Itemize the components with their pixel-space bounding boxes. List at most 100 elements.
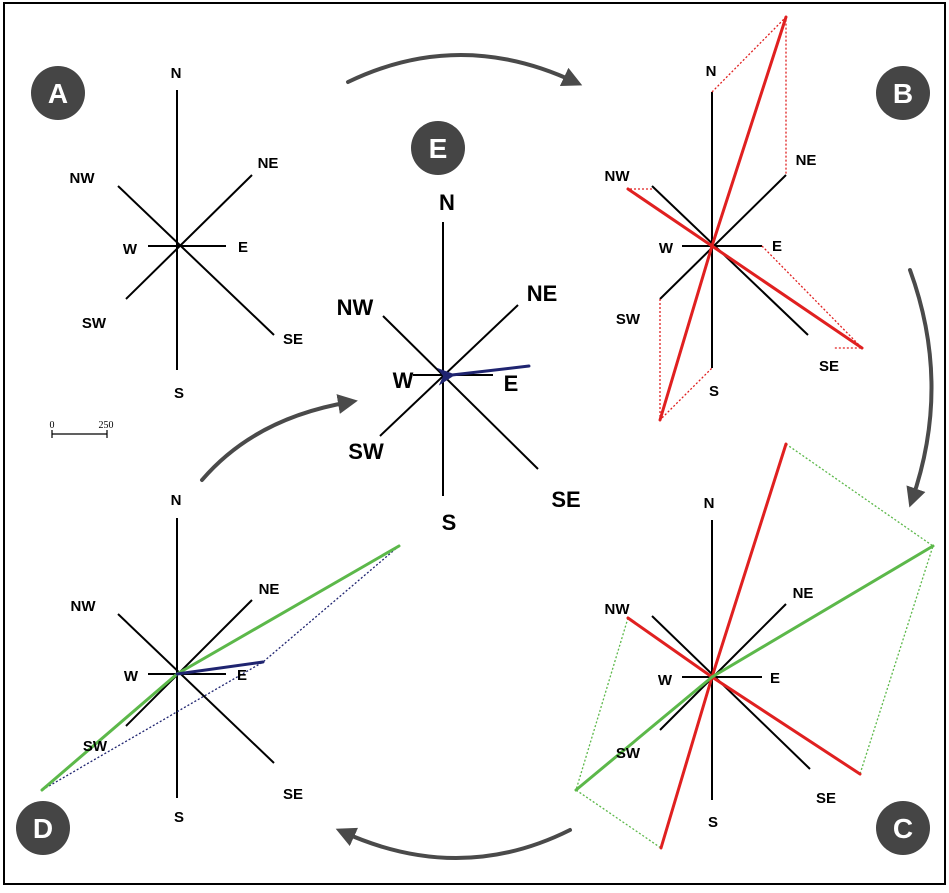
panel-b-label-ne: NE: [796, 152, 817, 169]
panel-d-label-se: SE: [283, 786, 303, 803]
panel-e-label-n: N: [439, 190, 455, 215]
panel-a-compass: [117, 90, 275, 370]
panel-a-label-s: S: [174, 385, 184, 402]
panel-b-nw-se-axis: [651, 185, 809, 336]
panel-a-label-n: N: [171, 65, 182, 82]
scale-bar-end-label: 250: [99, 420, 114, 431]
panel-b-label-nw: NW: [605, 168, 631, 185]
panel-a-label-se: SE: [283, 331, 303, 348]
panel-d-label-sw: SW: [83, 738, 108, 755]
panel-c-vector-west-resultant: [574, 675, 714, 792]
panel-c-label-s: S: [708, 814, 718, 831]
panel-c-label-w: W: [658, 672, 673, 689]
panel-c-labels: N NE E SE S SW W NW: [605, 495, 837, 831]
badge-a-circle: [31, 66, 85, 120]
panel-c-green-envelope-lines: [575, 443, 934, 849]
panel-e-label-sw: SW: [348, 439, 384, 464]
panel-d-label-e: E: [237, 667, 247, 684]
panel-b-vector-north: [710, 15, 788, 248]
panel-b-labels: N NE E SE S SW W NW: [605, 63, 840, 400]
panel-e-label-ne: NE: [527, 281, 558, 306]
panel-d-blue-envelope: [41, 545, 400, 791]
panel-c-label-ne: NE: [793, 585, 814, 602]
panel-b-label-sw: SW: [616, 311, 641, 328]
panel-b-compass: [651, 92, 809, 368]
badge-a-label: A: [48, 78, 68, 109]
panel-a-nw-se-axis: [117, 185, 275, 336]
panel-c-compass: [651, 520, 811, 800]
badge-a: A: [31, 66, 85, 120]
panel-d-label-w: W: [124, 668, 139, 685]
arrow-c-to-d: [335, 827, 572, 860]
badge-e: E: [411, 121, 465, 175]
panel-c-vector-northwest: [626, 616, 714, 679]
badge-e-circle: [411, 121, 465, 175]
panel-d-label-nw: NW: [71, 598, 97, 615]
panel-a-label-nw: NW: [70, 170, 96, 187]
panel-a-ne-sw-axis: [125, 174, 253, 300]
panel-d-nw-se-axis: [117, 613, 275, 764]
panel-c-label-e: E: [770, 670, 780, 687]
outer-frame: [3, 2, 946, 885]
panel-d-vector-resultant: [175, 660, 265, 676]
panel-c-nw-se-axis: [651, 615, 811, 770]
panel-e-label-se: SE: [551, 487, 580, 512]
panel-e-label-s: S: [442, 510, 457, 535]
panel-c-ne-sw-axis: [659, 603, 787, 731]
panel-c-label-nw: NW: [605, 601, 631, 618]
panel-a-label-ne: NE: [258, 155, 279, 172]
panel-c-vector-southeast: [710, 675, 862, 776]
badge-c: C: [876, 801, 930, 855]
panel-d-label-s: S: [174, 809, 184, 826]
panel-d-labels: N NE E SE S SW W NW: [71, 492, 304, 826]
panel-e-nw-se-axis: [382, 315, 539, 470]
badge-c-circle: [876, 801, 930, 855]
badge-c-label: C: [893, 813, 913, 844]
panel-d-green-vectors: [40, 544, 401, 792]
arrow-d-to-e: [200, 394, 358, 482]
panel-b-envelope-east: [761, 245, 864, 349]
panel-b-label-s: S: [709, 383, 719, 400]
panel-c-label-sw: SW: [616, 745, 641, 762]
panel-c-envelope-left: [575, 617, 662, 849]
panel-c-label-n: N: [704, 495, 715, 512]
panel-d-vector-east-green: [175, 544, 401, 676]
panel-a-label-w: W: [123, 241, 138, 258]
panel-a-label-e: E: [238, 239, 248, 256]
panel-e-label-e: E: [504, 371, 519, 396]
badge-b-label: B: [893, 78, 913, 109]
panel-e-labels: N NE E SE S SW W NW: [337, 190, 581, 535]
panel-c-red-vectors: [626, 442, 862, 850]
panel-d-ne-sw-axis: [125, 599, 253, 727]
panel-e-resultant-vector: [436, 364, 531, 386]
flow-arrows: [200, 53, 934, 860]
panel-a-label-sw: SW: [82, 315, 107, 332]
badge-d: D: [16, 801, 70, 855]
panel-b-label-se: SE: [819, 358, 839, 375]
panel-d-label-ne: NE: [259, 581, 280, 598]
panel-b-label-e: E: [772, 238, 782, 255]
badge-d-circle: [16, 801, 70, 855]
panel-b-vector-southeast: [710, 244, 864, 350]
panel-a-labels: N NE E SE S SW W NW: [70, 65, 304, 402]
panel-c-label-se: SE: [816, 790, 836, 807]
panel-d-vector-west-green: [40, 672, 179, 792]
panel-b-label-w: W: [659, 240, 674, 257]
panel-b-label-n: N: [706, 63, 717, 80]
panel-b-ne-sw-axis: [659, 174, 787, 300]
scale-bar: 0 250: [50, 420, 114, 438]
panel-d-compass: [117, 518, 275, 798]
panel-c-vector-south: [659, 675, 714, 850]
arrow-b-to-c: [906, 268, 934, 508]
badge-d-label: D: [33, 813, 53, 844]
panel-e-label-nw: NW: [337, 295, 374, 320]
panel-c-green-vectors: [574, 544, 935, 792]
panel-b-vector-northwest: [626, 187, 714, 248]
badge-e-label: E: [429, 133, 448, 164]
panel-e-label-w: W: [393, 368, 414, 393]
badge-b: B: [876, 66, 930, 120]
panel-b-vector-southwest: [658, 244, 714, 422]
arrow-a-to-b: [346, 53, 583, 86]
